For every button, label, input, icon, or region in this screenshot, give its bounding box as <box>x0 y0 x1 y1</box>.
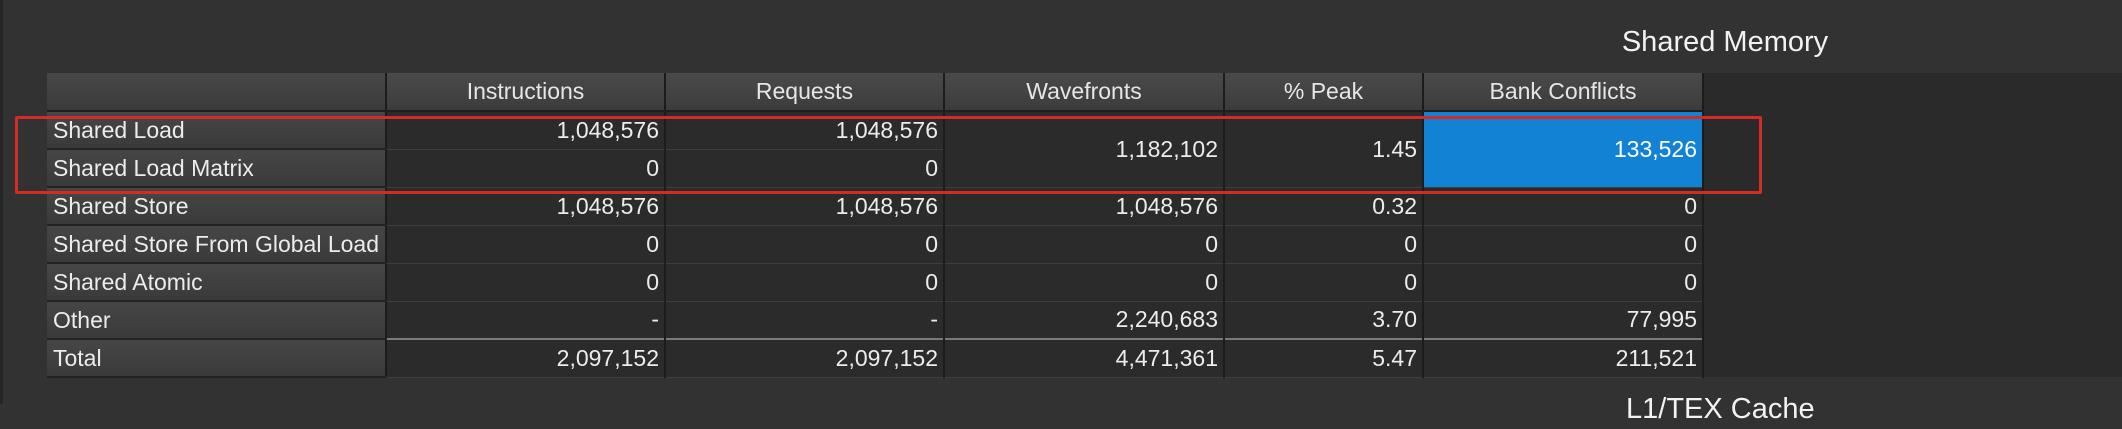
cell-wavefronts[interactable]: 0 <box>944 263 1225 302</box>
cell-peak-merged[interactable]: 1.45 <box>1224 111 1424 188</box>
cell-requests[interactable]: 0 <box>665 263 945 302</box>
cell-wavefronts[interactable]: 2,240,683 <box>944 301 1225 340</box>
cell-peak[interactable]: 0 <box>1224 263 1424 302</box>
header-peak[interactable]: % Peak <box>1224 73 1424 112</box>
header-requests[interactable]: Requests <box>665 73 945 112</box>
cell-instructions[interactable]: 0 <box>386 149 666 188</box>
cell-requests[interactable]: - <box>665 301 945 340</box>
cell-bank-conflicts[interactable]: 0 <box>1423 225 1704 264</box>
cell-instructions[interactable]: - <box>386 301 666 340</box>
cell-wavefronts[interactable]: 0 <box>944 225 1225 264</box>
shared-memory-table: Instructions Requests Wavefronts % Peak … <box>47 73 1704 378</box>
cell-peak[interactable]: 3.70 <box>1224 301 1424 340</box>
cell-instructions[interactable]: 1,048,576 <box>386 111 666 150</box>
cell-instructions[interactable]: 1,048,576 <box>386 187 666 226</box>
window-left-edge <box>0 0 3 404</box>
cell-bank-conflicts-selected[interactable]: 133,526 <box>1423 111 1704 188</box>
row-label-shared-load-matrix: Shared Load Matrix <box>47 149 387 188</box>
cell-wavefronts-merged[interactable]: 1,182,102 <box>944 111 1225 188</box>
table-row[interactable]: Shared Store 1,048,576 1,048,576 1,048,5… <box>47 187 1704 226</box>
cell-bank-conflicts[interactable]: 0 <box>1423 187 1704 226</box>
cell-bank-conflicts[interactable]: 77,995 <box>1423 301 1704 340</box>
row-label-shared-load: Shared Load <box>47 111 387 150</box>
cell-peak[interactable]: 0 <box>1224 225 1424 264</box>
table-row[interactable]: Shared Load Matrix 0 0 <box>47 149 1703 188</box>
cell-requests[interactable]: 0 <box>665 149 945 188</box>
cell-peak[interactable]: 5.47 <box>1224 338 1424 378</box>
cell-instructions[interactable]: 0 <box>386 263 666 302</box>
cell-wavefronts[interactable]: 4,471,361 <box>944 338 1225 378</box>
row-label-shared-store: Shared Store <box>47 187 387 226</box>
section-title: Shared Memory <box>1621 26 1829 58</box>
cell-peak[interactable]: 0.32 <box>1224 187 1424 226</box>
table-row[interactable]: Shared Store From Global Load 0 0 0 0 0 <box>47 225 1704 264</box>
next-section-title: L1/TEX Cache <box>1626 393 1815 425</box>
row-label-other: Other <box>47 301 387 340</box>
cell-requests[interactable]: 0 <box>665 225 945 264</box>
table-row[interactable]: Other - - 2,240,683 3.70 77,995 <box>47 301 1704 340</box>
header-corner <box>47 73 387 112</box>
cell-instructions[interactable]: 0 <box>386 225 666 264</box>
header-wavefronts[interactable]: Wavefronts <box>944 73 1225 112</box>
header-instructions[interactable]: Instructions <box>386 73 666 112</box>
cell-bank-conflicts[interactable]: 211,521 <box>1423 338 1704 378</box>
table-header-row: Instructions Requests Wavefronts % Peak … <box>47 73 1704 112</box>
table-row-total[interactable]: Total 2,097,152 2,097,152 4,471,361 5.47… <box>47 338 1704 378</box>
cell-bank-conflicts[interactable]: 0 <box>1423 263 1704 302</box>
cell-wavefronts[interactable]: 1,048,576 <box>944 187 1225 226</box>
cell-requests[interactable]: 1,048,576 <box>665 187 945 226</box>
cell-instructions[interactable]: 2,097,152 <box>386 338 666 378</box>
table-row[interactable]: Shared Atomic 0 0 0 0 0 <box>47 263 1704 302</box>
row-label-total: Total <box>47 338 387 378</box>
cell-requests[interactable]: 2,097,152 <box>665 338 945 378</box>
row-label-shared-atomic: Shared Atomic <box>47 263 387 302</box>
header-bank-conflicts[interactable]: Bank Conflicts <box>1423 73 1704 112</box>
table-row[interactable]: Shared Load 1,048,576 1,048,576 1,182,10… <box>47 111 1704 188</box>
cell-requests[interactable]: 1,048,576 <box>665 111 945 150</box>
row-label-shared-store-from-global-load: Shared Store From Global Load <box>47 225 387 264</box>
